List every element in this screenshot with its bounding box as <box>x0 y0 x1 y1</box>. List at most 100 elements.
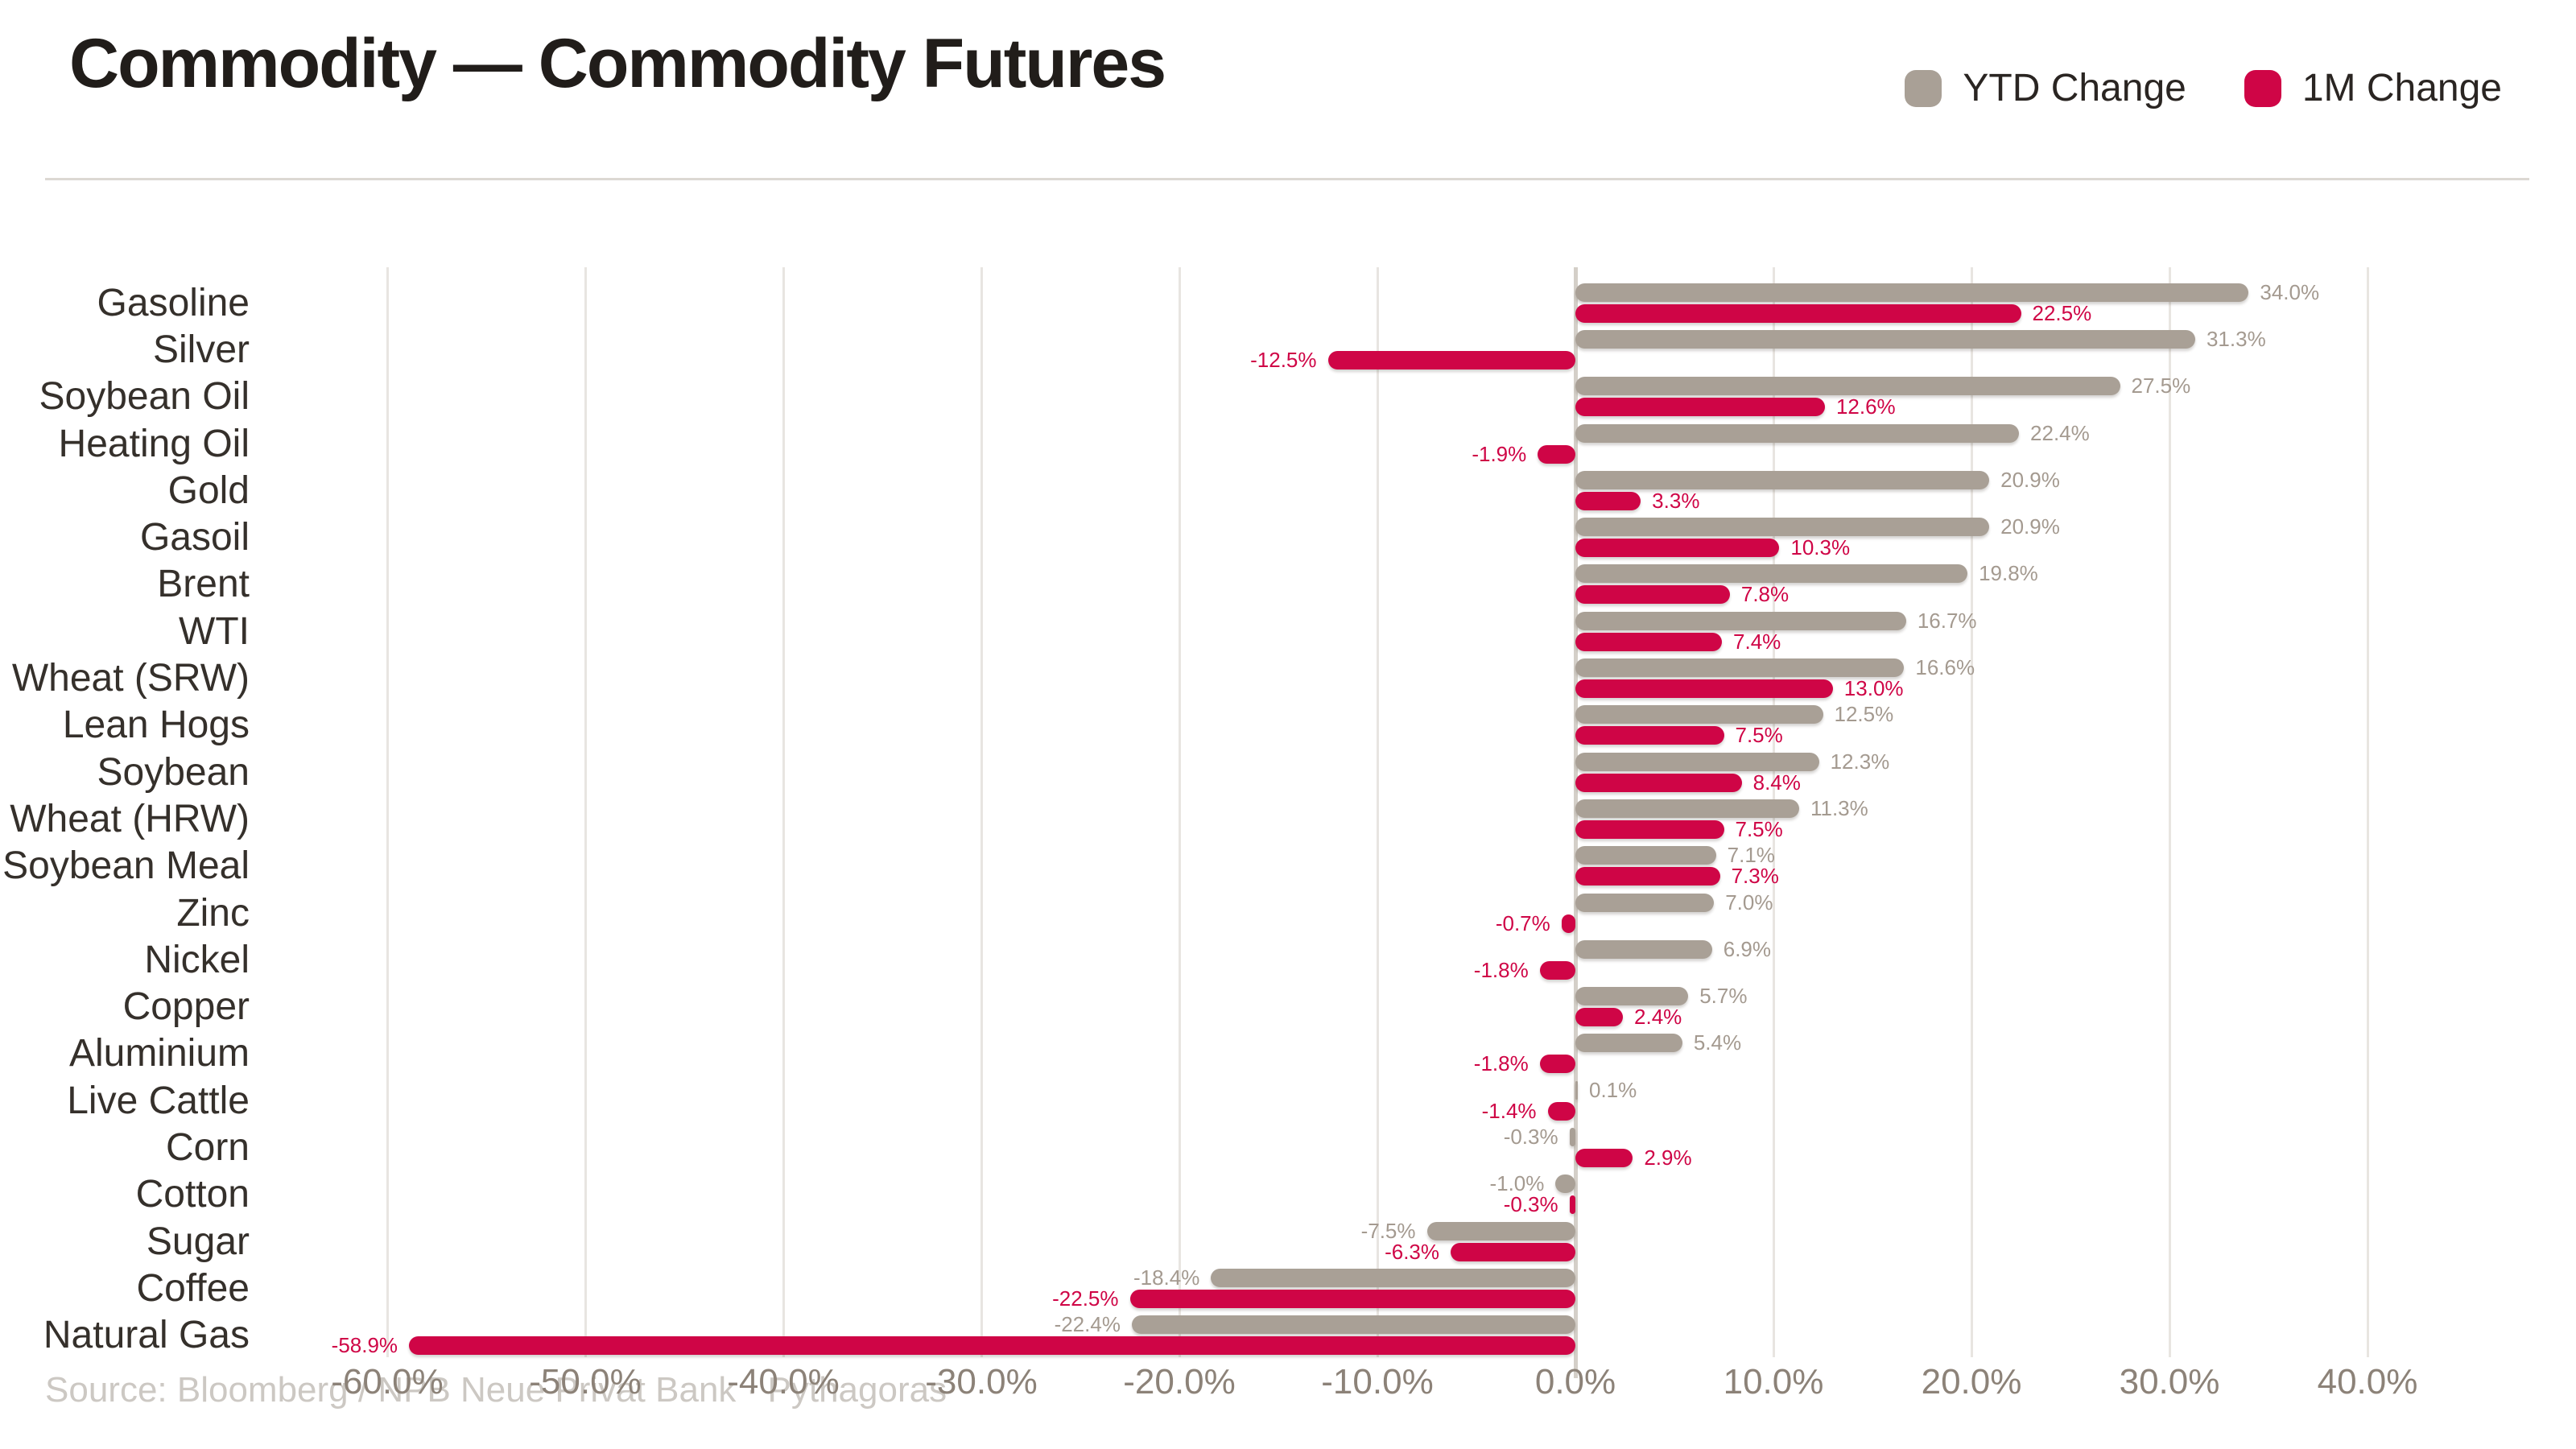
1m-value-label: -58.9% <box>331 1333 398 1358</box>
ytd-value-label: 6.9% <box>1723 936 1771 961</box>
1m-value-label: -1.8% <box>1473 1051 1529 1076</box>
1m-value-label: 7.4% <box>1733 629 1781 654</box>
category-label: Copper <box>122 985 250 1029</box>
x-axis-tick-label: -10.0% <box>1321 1362 1434 1402</box>
category-label: Heating Oil <box>58 422 250 465</box>
ytd-value-label: 12.3% <box>1830 749 1890 774</box>
category-label: Soybean Oil <box>39 375 250 419</box>
1m-value-label: 7.5% <box>1735 816 1783 841</box>
category-label: Brent <box>157 563 250 606</box>
ytd-value-label: -0.3% <box>1503 1125 1558 1150</box>
ytd-bar-live-cattle <box>1575 1080 1578 1100</box>
1m-value-label: -1.9% <box>1472 441 1527 466</box>
1m-bar-gasoline <box>1575 303 2021 323</box>
source-attribution: Source: Bloomberg / NPB Neue Privat Bank… <box>45 1370 947 1410</box>
ytd-bar-soybean <box>1575 752 1819 771</box>
1m-bar-zinc <box>1561 914 1575 933</box>
ytd-value-label: -22.4% <box>1054 1312 1121 1337</box>
ytd-value-label: 12.5% <box>1834 702 1894 727</box>
1m-bar-live-cattle <box>1547 1101 1575 1121</box>
ytd-bar-silver <box>1575 329 2195 349</box>
1m-value-label: 2.4% <box>1634 1005 1682 1030</box>
ytd-bar-coffee <box>1211 1268 1575 1287</box>
x-axis-tick-label: -30.0% <box>925 1362 1038 1402</box>
1m-bar-soybean <box>1575 773 1742 792</box>
ytd-value-label: 7.1% <box>1727 843 1775 868</box>
x-axis-tick-label: 20.0% <box>1921 1362 2022 1402</box>
1m-bar-nickel <box>1539 960 1575 980</box>
ytd-bar-heating-oil <box>1575 423 2020 443</box>
ytd-value-label: 20.9% <box>2000 514 2060 539</box>
1m-value-label: -12.5% <box>1250 347 1317 372</box>
1m-bar-wheat-hrw- <box>1575 819 1724 839</box>
ytd-value-label: -1.0% <box>1489 1171 1545 1196</box>
ytd-value-label: 27.5% <box>2131 374 2191 398</box>
category-label: Silver <box>152 328 250 371</box>
category-label: Sugar <box>146 1220 250 1263</box>
1m-bar-gold <box>1575 491 1641 510</box>
1m-value-label: -0.3% <box>1503 1192 1558 1217</box>
category-label: WTI <box>179 609 250 653</box>
x-axis-tick-label: 30.0% <box>2119 1362 2220 1402</box>
legend-item-1m: 1M Change <box>2244 66 2502 110</box>
category-label: Wheat (HRW) <box>10 797 250 840</box>
ytd-value-label: 16.6% <box>1915 655 1975 680</box>
1m-bar-lean-hogs <box>1575 726 1724 745</box>
gridline <box>782 267 785 1357</box>
gridline <box>2169 267 2171 1357</box>
1m-value-label: 13.0% <box>1843 676 1904 701</box>
1m-value-label: 10.3% <box>1790 535 1851 560</box>
ytd-value-label: 20.9% <box>2000 467 2060 492</box>
ytd-bar-zinc <box>1575 893 1715 912</box>
ytd-value-label: 31.3% <box>2206 326 2266 351</box>
ytd-bar-natural-gas <box>1131 1315 1575 1335</box>
gridline <box>386 267 389 1357</box>
1m-bar-cotton <box>1569 1195 1575 1215</box>
ytd-bar-wheat-hrw- <box>1575 799 1799 818</box>
category-label: Nickel <box>144 938 250 981</box>
ytd-value-label: 22.4% <box>2030 420 2090 445</box>
zero-axis-line <box>1574 267 1578 1378</box>
ytd-bar-soybean-oil <box>1575 377 2120 396</box>
1m-bar-gasoil <box>1575 539 1780 558</box>
ytd-bar-soybean-meal <box>1575 846 1716 865</box>
x-axis-tick-label: -40.0% <box>727 1362 840 1402</box>
category-label: Soybean <box>97 750 250 794</box>
ytd-bar-lean-hogs <box>1575 705 1823 724</box>
gridline <box>980 267 983 1357</box>
category-label: Gasoline <box>97 281 250 324</box>
legend-label-1m: 1M Change <box>2301 67 2502 109</box>
category-label: Cotton <box>135 1173 250 1216</box>
1m-value-label: 2.9% <box>1644 1146 1692 1170</box>
x-axis-tick-label: -20.0% <box>1123 1362 1236 1402</box>
1m-value-label: 3.3% <box>1652 488 1700 513</box>
1m-value-label: 7.3% <box>1731 864 1779 889</box>
1m-bar-brent <box>1575 585 1730 605</box>
1m-bar-natural-gas <box>409 1336 1575 1356</box>
ytd-bar-aluminium <box>1575 1034 1682 1053</box>
legend-item-ytd: YTD Change <box>1905 66 2186 110</box>
1m-value-label: 8.4% <box>1752 770 1801 795</box>
ytd-bar-corn <box>1569 1128 1575 1147</box>
ytd-value-label: -7.5% <box>1360 1218 1416 1243</box>
category-label: Wheat (SRW) <box>11 657 250 700</box>
1m-value-label: -22.5% <box>1052 1286 1119 1311</box>
1m-bar-soybean-meal <box>1575 867 1720 886</box>
ytd-bar-gasoline <box>1575 283 2249 302</box>
legend-label-ytd: YTD Change <box>1963 67 2186 109</box>
ytd-bar-gold <box>1575 470 1990 489</box>
1m-value-label: -0.7% <box>1495 910 1550 935</box>
ytd-value-label: 16.7% <box>1917 608 1977 633</box>
page-title: Commodity — Commodity Futures <box>69 25 1166 102</box>
gridline <box>2367 267 2369 1357</box>
x-axis-tick-label: 40.0% <box>2317 1362 2418 1402</box>
ytd-bar-copper <box>1575 987 1689 1006</box>
gridline <box>1377 267 1379 1357</box>
ytd-value-label: 7.0% <box>1725 890 1773 914</box>
1m-value-label: 7.8% <box>1740 582 1790 607</box>
ytd-bar-cotton <box>1555 1174 1575 1194</box>
1m-bar-copper <box>1575 1008 1624 1027</box>
ytd-value-label: 11.3% <box>1810 795 1868 820</box>
